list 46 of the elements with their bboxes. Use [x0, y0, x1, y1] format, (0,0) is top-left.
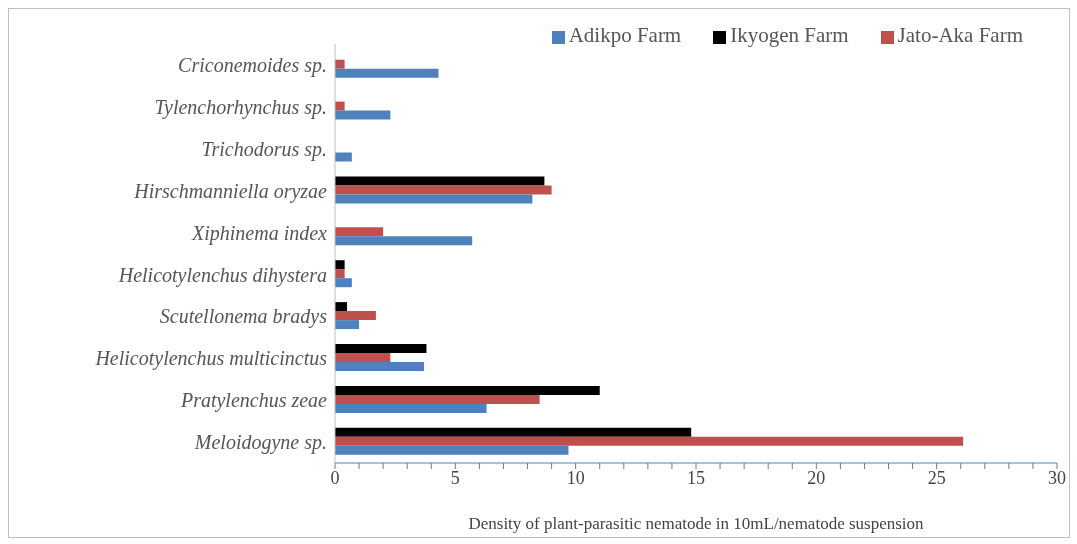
x-tick-label: 25: [927, 467, 946, 488]
bar: [335, 110, 391, 120]
bar: [335, 68, 439, 78]
x-tick-label: 10: [566, 467, 585, 488]
x-tick-label: 20: [807, 467, 826, 488]
bar: [335, 436, 964, 446]
bar: [335, 344, 427, 353]
bar: [335, 59, 345, 69]
bar: [335, 278, 352, 288]
bar: [335, 385, 600, 395]
y-tick-label: Xiphinema index: [191, 221, 328, 245]
bar: [335, 194, 533, 204]
y-tick-label: Hirschmanniella oryzae: [133, 179, 328, 203]
bar: [335, 101, 345, 111]
bar: [335, 311, 376, 321]
y-tick-label: Criconemoides sp.: [178, 54, 327, 78]
x-tick-label: 0: [330, 467, 340, 488]
bar: [335, 403, 487, 413]
bar: [335, 362, 425, 371]
bar: [335, 176, 545, 186]
bar: [335, 302, 348, 312]
y-tick-label: Pratylenchus zeae: [179, 389, 328, 413]
y-tick-label: Tylenchorhynchus sp.: [154, 95, 327, 119]
x-tick-label: 15: [687, 467, 705, 488]
legend-label: Adikpo Farm: [568, 23, 682, 47]
bar: [335, 427, 692, 437]
bar: [335, 269, 345, 279]
bar: [335, 353, 391, 362]
x-tick-label: 5: [450, 467, 460, 488]
y-tick-label: Helicotylenchus dihystera: [117, 263, 327, 287]
bar: [335, 236, 473, 246]
bar: [335, 185, 552, 195]
bar: [335, 260, 345, 270]
legend-label: Jato-Aka Farm: [897, 23, 1023, 47]
legend-label: Ikyogen Farm: [730, 23, 849, 47]
y-tick-label: Meloidogyne sp.: [193, 431, 327, 455]
x-tick-label: 30: [1048, 467, 1066, 488]
y-tick-label: Helicotylenchus multicinctus: [94, 347, 328, 371]
bar: [335, 152, 352, 162]
y-tick-label: Trichodorus sp.: [201, 137, 327, 161]
bar: [335, 394, 540, 404]
y-tick-label: Scutellonema bradys: [159, 305, 328, 329]
bar: [335, 445, 569, 455]
bar: [335, 227, 384, 237]
bar: [335, 320, 360, 330]
x-axis-title: Density of plant-parasitic nematode in 10mL/nematode suspension: [468, 514, 925, 533]
